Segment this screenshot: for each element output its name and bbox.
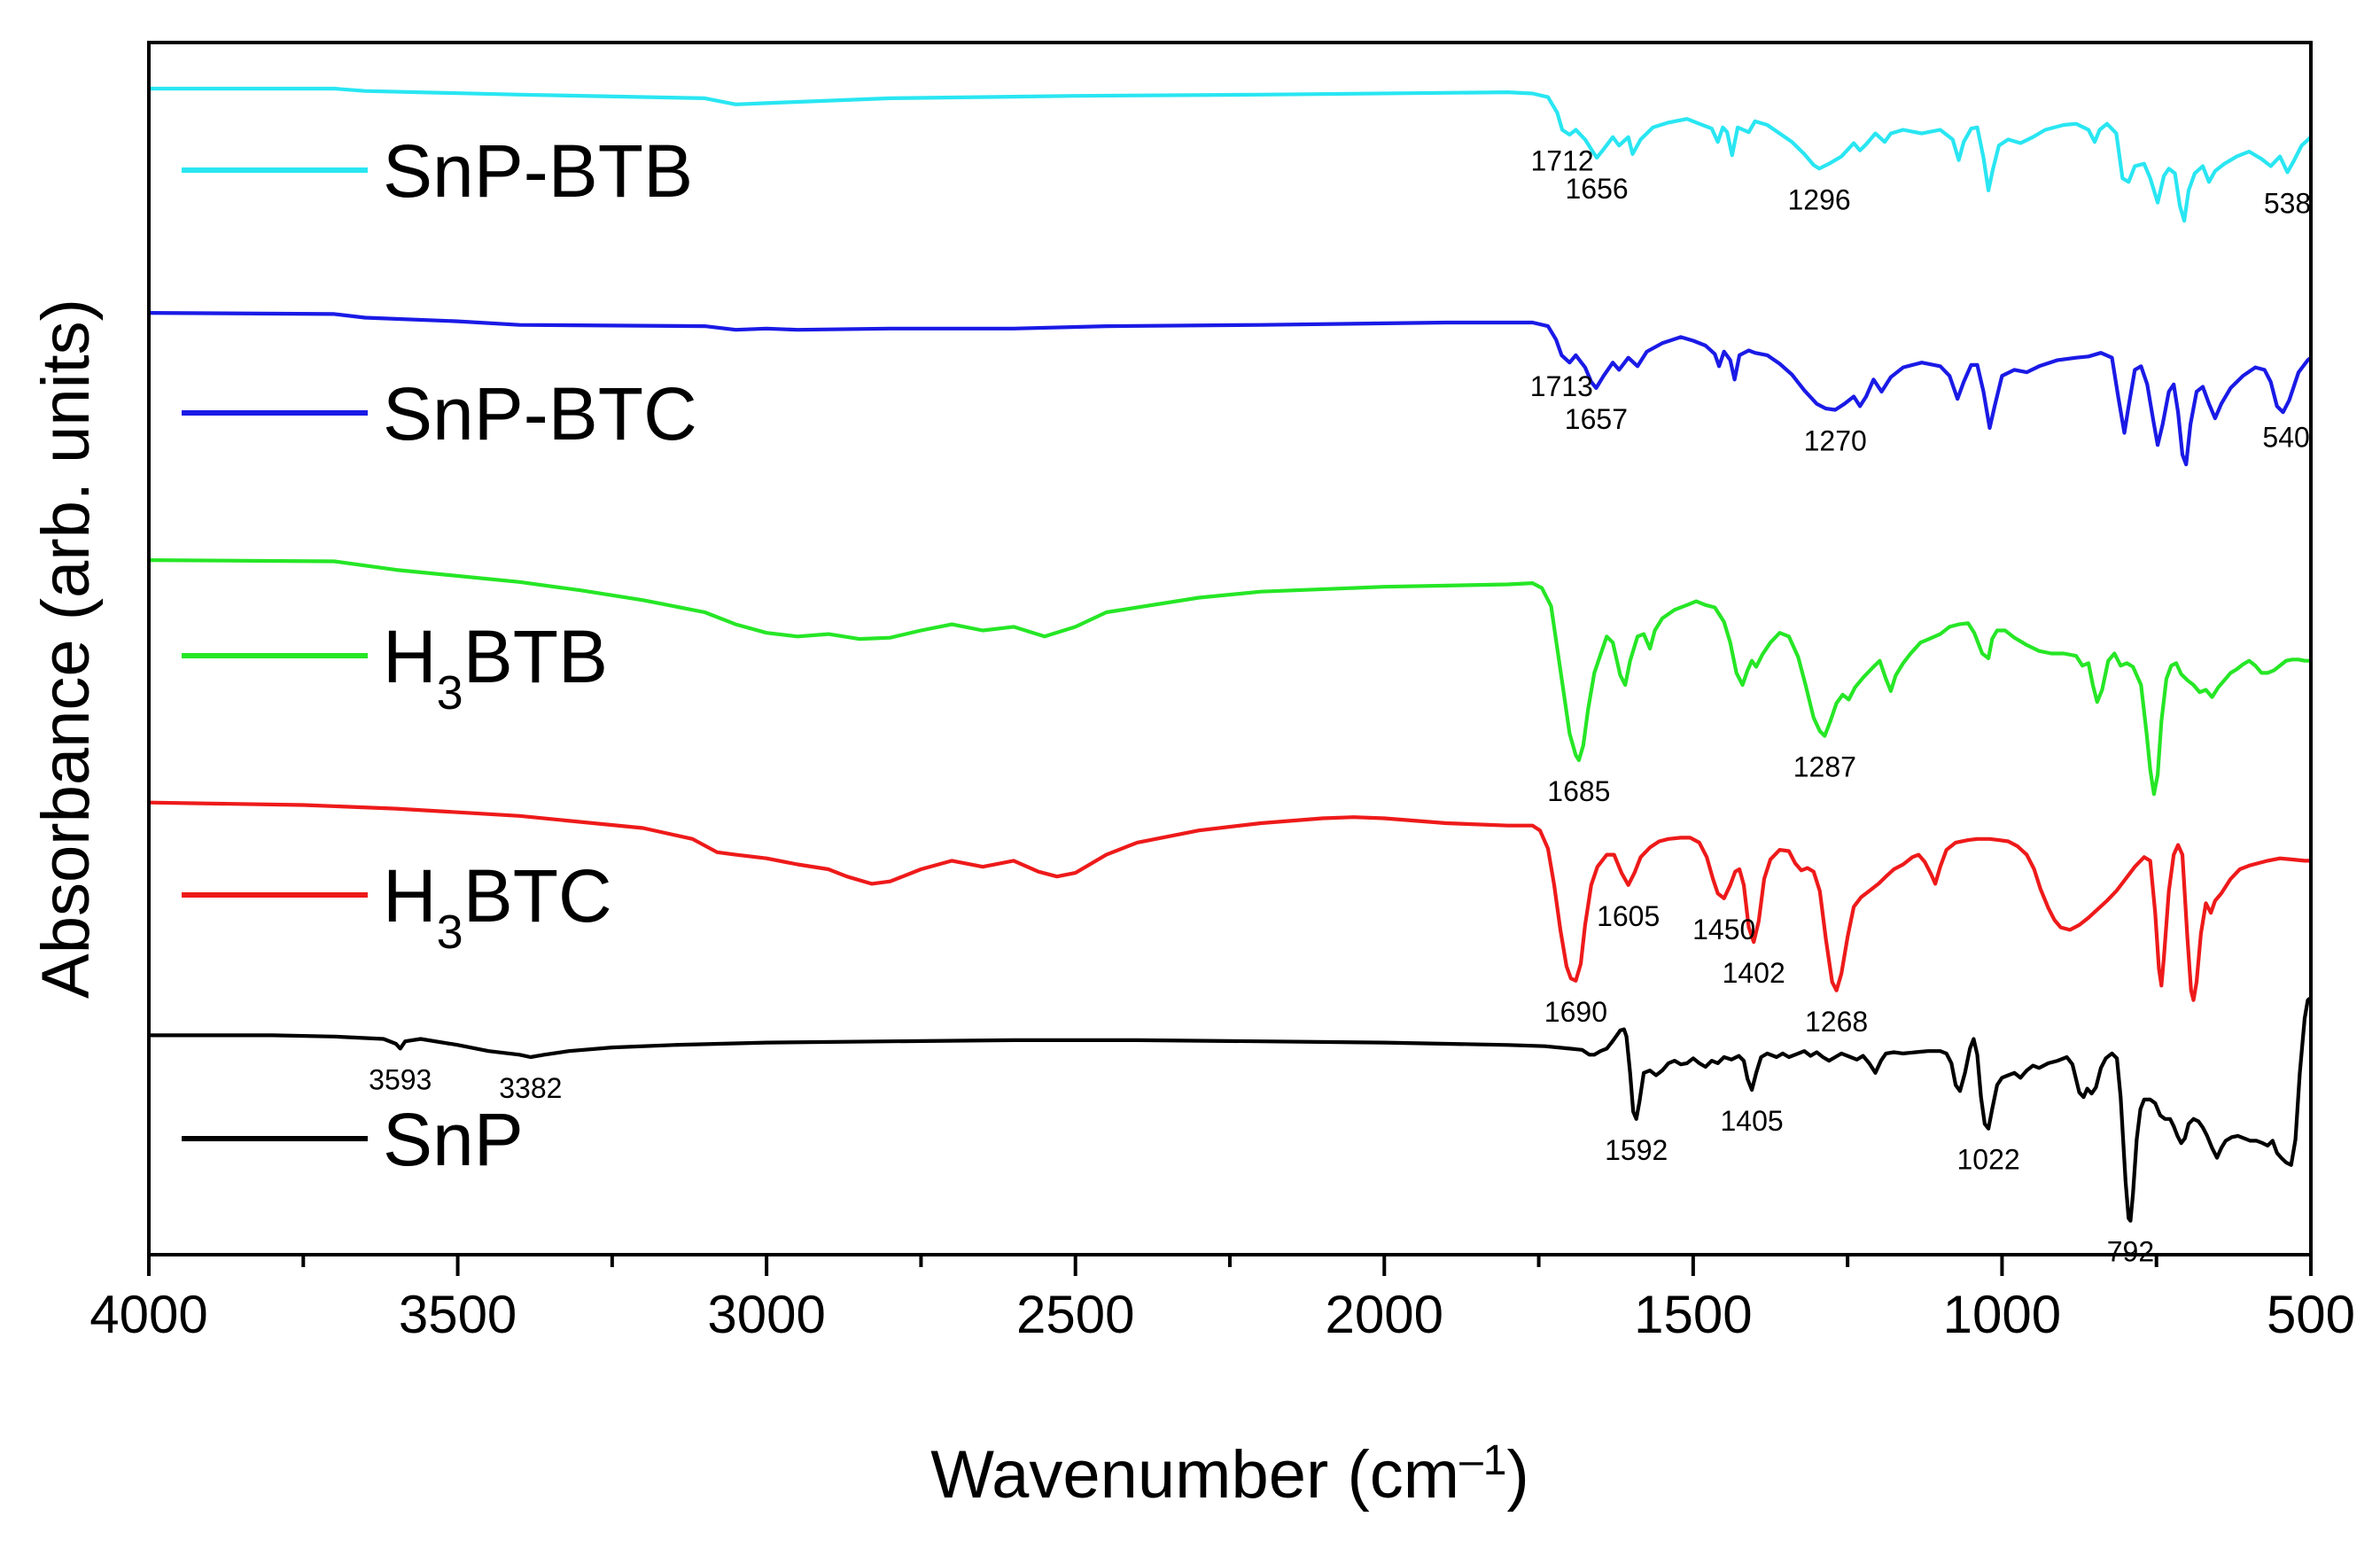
legend-label-4: SnP bbox=[383, 1098, 524, 1181]
x-tick-label: 3500 bbox=[399, 1285, 517, 1344]
legend-label-main-4: SnP bbox=[383, 1098, 524, 1181]
peak-label: 1268 bbox=[1805, 1006, 1868, 1038]
peak-label: 1022 bbox=[1956, 1144, 2019, 1176]
legend-label-tail-3: BTC bbox=[463, 854, 612, 937]
x-axis-title-main: Wavenumber (cm bbox=[930, 1437, 1459, 1513]
peak-label: 1402 bbox=[1723, 957, 1785, 989]
peak-label: 1450 bbox=[1692, 914, 1755, 945]
peak-label: 1270 bbox=[1804, 425, 1867, 457]
peak-label: 1656 bbox=[1566, 173, 1629, 205]
series-layer bbox=[148, 86, 2313, 1223]
x-axis-title: Wavenumber (cm–1) bbox=[930, 1437, 1529, 1513]
legend-label-0: SnP-BTB bbox=[383, 129, 693, 213]
x-tick-label: 1000 bbox=[1943, 1285, 2061, 1344]
legend-label-sub-2: 3 bbox=[437, 666, 463, 720]
series-line-4 bbox=[149, 996, 2313, 1223]
legend-label-tail-2: BTB bbox=[463, 615, 608, 698]
peak-label: 1592 bbox=[1605, 1134, 1668, 1166]
peak-label: 1605 bbox=[1597, 900, 1660, 932]
x-tick-label: 1500 bbox=[1634, 1285, 1752, 1344]
peak-label: 538 bbox=[2264, 187, 2311, 219]
x-tick-label: 4000 bbox=[89, 1285, 207, 1344]
legend-label-2: H3BTB bbox=[383, 615, 608, 720]
series-line-3 bbox=[148, 800, 2311, 1002]
legend-label-main-0: SnP-BTB bbox=[383, 129, 693, 213]
peak-label: 540 bbox=[2262, 421, 2309, 453]
x-tick-label: 2000 bbox=[1326, 1285, 1443, 1344]
peak-label: 792 bbox=[2107, 1236, 2154, 1268]
x-tick-label: 500 bbox=[2267, 1285, 2355, 1344]
legend-label-main-3: H bbox=[383, 854, 437, 937]
peak-label: 1712 bbox=[1530, 144, 1593, 176]
legend-label-1: SnP-BTC bbox=[383, 372, 697, 455]
peak-label: 1296 bbox=[1787, 183, 1850, 215]
legend-label-sub-3: 3 bbox=[437, 906, 463, 959]
x-axis-title-close: ) bbox=[1506, 1437, 1528, 1513]
peak-label: 1713 bbox=[1530, 370, 1593, 402]
x-axis: 4000 3500 3000 2500 2000 1500 1000 500 bbox=[89, 1255, 2355, 1344]
series-line-0 bbox=[149, 86, 2313, 223]
peak-label: 3382 bbox=[499, 1072, 562, 1104]
peak-label: 1287 bbox=[1793, 751, 1856, 782]
legend-label-3: H3BTC bbox=[383, 854, 612, 959]
peak-label: 1690 bbox=[1544, 996, 1607, 1028]
legend-label-main-2: H bbox=[383, 615, 437, 698]
series-line-1 bbox=[148, 311, 2313, 467]
peak-label: 1685 bbox=[1547, 775, 1610, 807]
series-line-2 bbox=[148, 558, 2311, 797]
x-tick-label: 2500 bbox=[1016, 1285, 1134, 1344]
legend-label-main-1: SnP-BTC bbox=[383, 372, 697, 455]
x-tick-label: 3000 bbox=[707, 1285, 825, 1344]
y-axis-title: Absorbance (arb. units) bbox=[28, 299, 104, 999]
peak-label: 1657 bbox=[1565, 403, 1628, 435]
x-axis-title-sup: –1 bbox=[1459, 1437, 1506, 1484]
peak-label: 3593 bbox=[369, 1063, 432, 1095]
peak-label: 1405 bbox=[1720, 1105, 1783, 1137]
